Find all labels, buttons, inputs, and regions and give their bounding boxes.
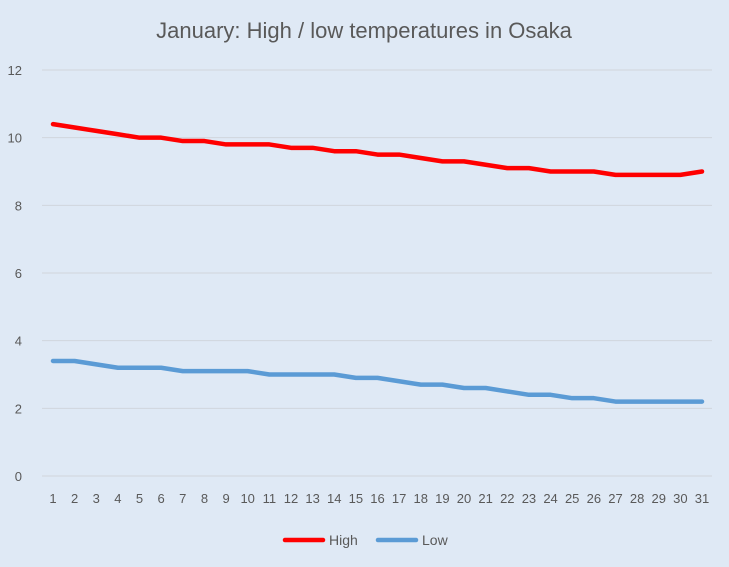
x-tick-label: 11 [263,491,277,506]
x-tick-label: 1 [49,491,56,506]
x-tick-label: 2 [71,491,78,506]
x-tick-label: 23 [522,491,536,506]
chart-title: January: High / low temperatures in Osak… [156,18,573,43]
legend-label: High [329,532,358,548]
x-tick-label: 8 [201,491,208,506]
x-tick-label: 22 [500,491,514,506]
x-tick-label: 17 [392,491,406,506]
y-tick-label: 4 [15,334,22,349]
y-tick-label: 2 [15,401,22,416]
x-tick-label: 27 [608,491,622,506]
x-tick-label: 28 [630,491,644,506]
x-tick-label: 14 [327,491,341,506]
x-tick-label: 13 [305,491,319,506]
x-tick-label: 10 [240,491,254,506]
series-line-low [50,358,705,404]
x-tick-label: 3 [93,491,100,506]
x-tick-label: 25 [565,491,579,506]
x-tick-label: 9 [222,491,229,506]
x-tick-label: 19 [435,491,449,506]
x-tick-label: 4 [114,491,121,506]
y-tick-label: 0 [15,469,22,484]
x-tick-label: 18 [414,491,428,506]
legend-label: Low [422,532,449,548]
x-tick-label: 6 [158,491,165,506]
x-tick-label: 5 [136,491,143,506]
x-tick-label: 24 [543,491,557,506]
y-tick-label: 8 [15,198,22,213]
series-line-high [50,121,705,178]
x-tick-label: 31 [695,491,709,506]
x-tick-label: 20 [457,491,471,506]
x-tick-label: 12 [284,491,298,506]
x-tick-label: 29 [651,491,665,506]
y-tick-label: 10 [8,131,22,146]
y-tick-label: 6 [15,266,22,281]
x-tick-label: 15 [349,491,363,506]
x-tick-label: 7 [179,491,186,506]
x-tick-label: 26 [587,491,601,506]
x-tick-label: 16 [370,491,384,506]
y-tick-label: 12 [8,63,22,78]
x-tick-label: 30 [673,491,687,506]
x-tick-label: 21 [478,491,492,506]
